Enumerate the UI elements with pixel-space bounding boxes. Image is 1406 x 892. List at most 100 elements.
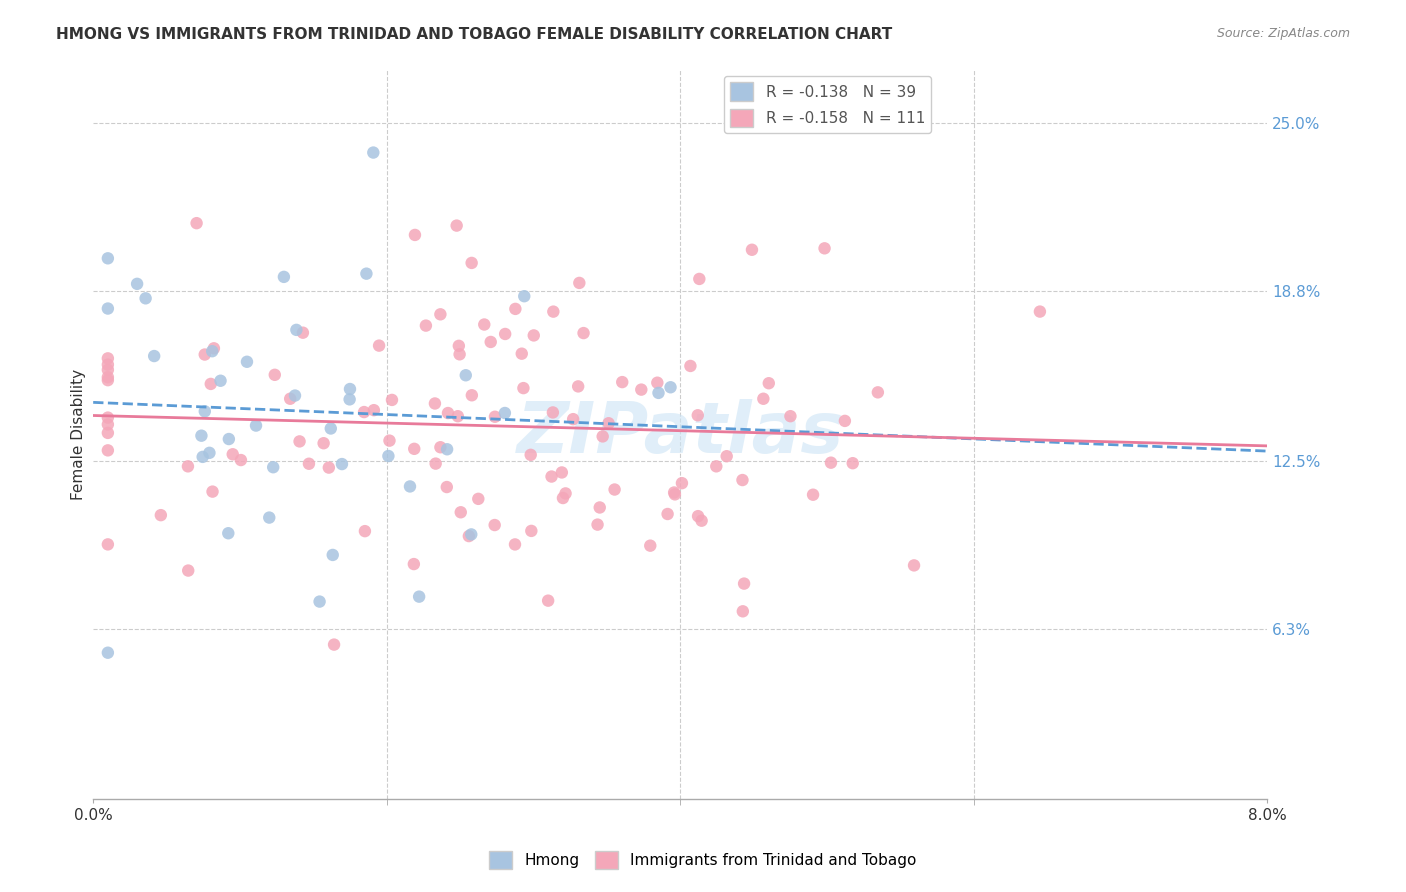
Point (704, 459, 727, 474)
Point (97, 301, 120, 316)
Point (446, 219, 468, 233)
Point (423, 396, 446, 410)
Point (551, 466, 574, 480)
Point (603, 483, 626, 497)
Point (834, 414, 856, 428)
Point (291, 326, 314, 340)
Point (278, 392, 301, 406)
Point (402, 557, 425, 571)
Point (222, 447, 245, 461)
Point (97, 443, 120, 458)
Point (510, 346, 533, 360)
Point (288, 434, 311, 449)
Point (354, 524, 377, 538)
Point (218, 432, 240, 446)
Point (404, 442, 426, 456)
Point (484, 518, 506, 533)
Point (217, 526, 239, 541)
Point (97, 363, 120, 377)
Point (671, 476, 693, 491)
Point (541, 405, 564, 419)
Point (97, 425, 120, 440)
Point (731, 604, 754, 618)
Point (484, 409, 506, 424)
Point (716, 449, 738, 463)
Point (630, 383, 652, 397)
Point (690, 514, 713, 528)
Point (202, 341, 225, 355)
Point (143, 349, 166, 363)
Point (540, 469, 562, 483)
Point (494, 406, 516, 420)
Point (97, 358, 120, 372)
Point (429, 307, 451, 321)
Point (194, 347, 217, 361)
Point (245, 418, 267, 433)
Point (567, 379, 589, 393)
Point (97, 537, 120, 551)
Point (479, 334, 502, 349)
Point (460, 256, 482, 270)
Point (273, 269, 295, 284)
Point (319, 421, 342, 435)
Point (263, 368, 285, 382)
Text: ZIPatlas: ZIPatlas (516, 400, 844, 468)
Point (323, 638, 346, 652)
Point (903, 558, 925, 573)
Point (425, 457, 447, 471)
Point (437, 406, 460, 420)
Point (568, 276, 591, 290)
Point (1029, 304, 1052, 318)
Point (519, 448, 541, 462)
Point (454, 368, 477, 383)
Point (752, 392, 775, 406)
Point (229, 453, 252, 467)
Point (97, 417, 120, 432)
Point (408, 590, 430, 604)
Point (572, 326, 595, 340)
Point (520, 524, 543, 538)
Point (97, 370, 120, 384)
Point (339, 382, 361, 396)
Point (447, 339, 470, 353)
Point (201, 344, 224, 359)
Point (135, 291, 157, 305)
Point (404, 227, 426, 242)
Point (494, 326, 516, 341)
Text: Source: ZipAtlas.com: Source: ZipAtlas.com (1216, 27, 1350, 40)
Point (259, 510, 281, 524)
Point (866, 385, 889, 400)
Point (779, 409, 801, 424)
Point (686, 509, 709, 524)
Point (149, 508, 172, 523)
Point (190, 428, 212, 442)
Point (127, 277, 149, 291)
Point (415, 318, 437, 333)
Point (551, 491, 574, 505)
Point (505, 301, 527, 316)
Point (363, 145, 385, 160)
Point (659, 380, 682, 394)
Point (447, 409, 470, 424)
Point (662, 485, 685, 500)
Point (368, 338, 391, 352)
Point (330, 457, 353, 471)
Point (186, 216, 208, 230)
Point (813, 241, 835, 255)
Point (841, 456, 863, 470)
Point (200, 376, 222, 391)
Point (523, 328, 546, 343)
Point (177, 564, 200, 578)
Point (461, 388, 484, 402)
Point (733, 576, 755, 591)
Point (363, 403, 385, 417)
Point (177, 459, 200, 474)
Point (353, 405, 375, 419)
Point (298, 457, 321, 471)
Point (598, 416, 620, 430)
Point (537, 593, 560, 607)
Legend: R = -0.138   N = 39, R = -0.158   N = 111: R = -0.138 N = 39, R = -0.158 N = 111 (724, 76, 931, 133)
Point (97, 410, 120, 425)
Point (638, 539, 661, 553)
Point (457, 529, 479, 543)
